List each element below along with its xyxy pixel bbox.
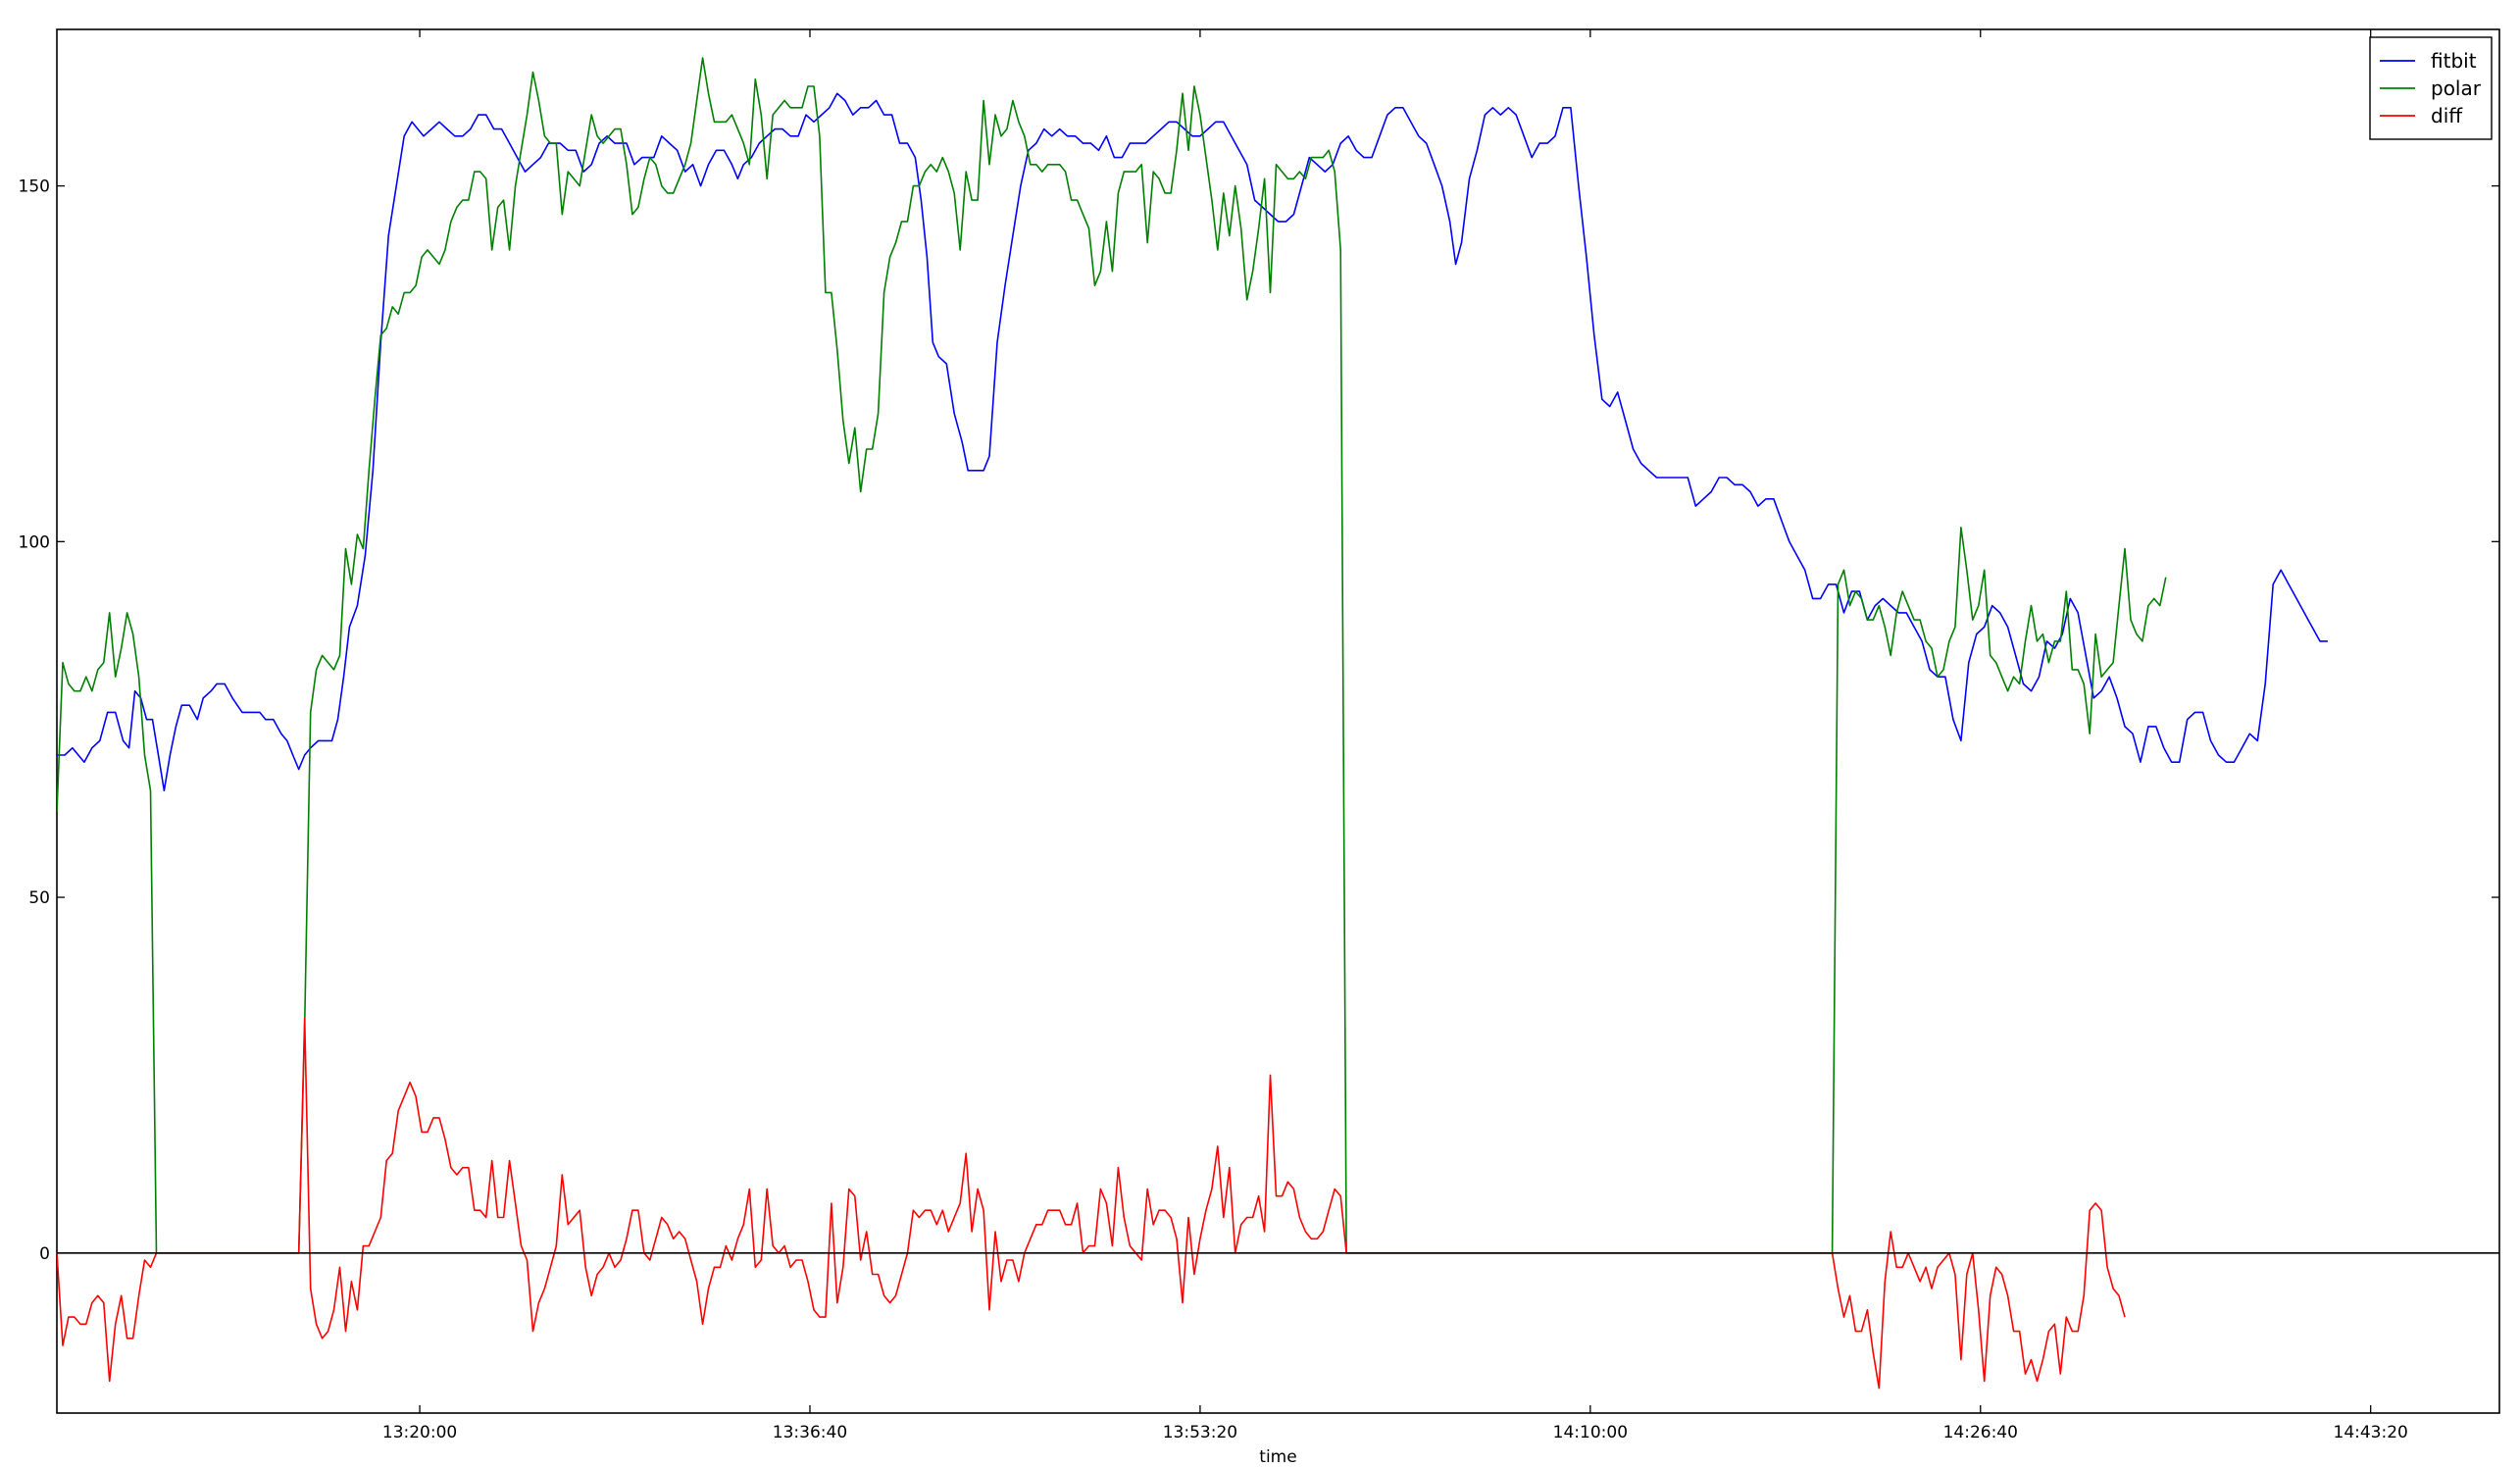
y-tick-label: 150: [19, 177, 50, 197]
legend-label-fitbit: fitbit: [2431, 49, 2477, 73]
axes-border: [56, 28, 2500, 1414]
x-tick-label: 13:36:40: [773, 1423, 847, 1442]
x-tick-label: 14:43:20: [2334, 1423, 2408, 1442]
y-tick-label: 100: [19, 532, 50, 552]
series-line-fitbit: [57, 92, 2328, 791]
x-tick-label: 13:53:20: [1163, 1423, 1237, 1442]
y-axis-ticks: 0 50 100 150: [19, 177, 2499, 1264]
x-axis-label: time: [1259, 1447, 1296, 1467]
legend-label-polar: polar: [2431, 76, 2482, 100]
y-tick-label: 50: [28, 888, 50, 908]
x-tick-label: 14:10:00: [1553, 1423, 1628, 1442]
x-tick-label: 13:20:00: [382, 1423, 457, 1442]
series-line-polar: [57, 57, 2167, 1254]
y-tick-label: 0: [39, 1244, 50, 1264]
legend-label-diff: diff: [2431, 104, 2463, 127]
plot-area: [56, 28, 2500, 1414]
legend: fitbit polar diff: [2369, 36, 2493, 140]
series-layer: [57, 57, 2328, 1390]
x-tick-label: 14:26:40: [1943, 1423, 2018, 1442]
x-axis-ticks: 13:20:00 13:36:40 13:53:20 14:10:00 14:26:40…: [382, 29, 2408, 1442]
series-line-diff: [57, 1017, 2126, 1390]
